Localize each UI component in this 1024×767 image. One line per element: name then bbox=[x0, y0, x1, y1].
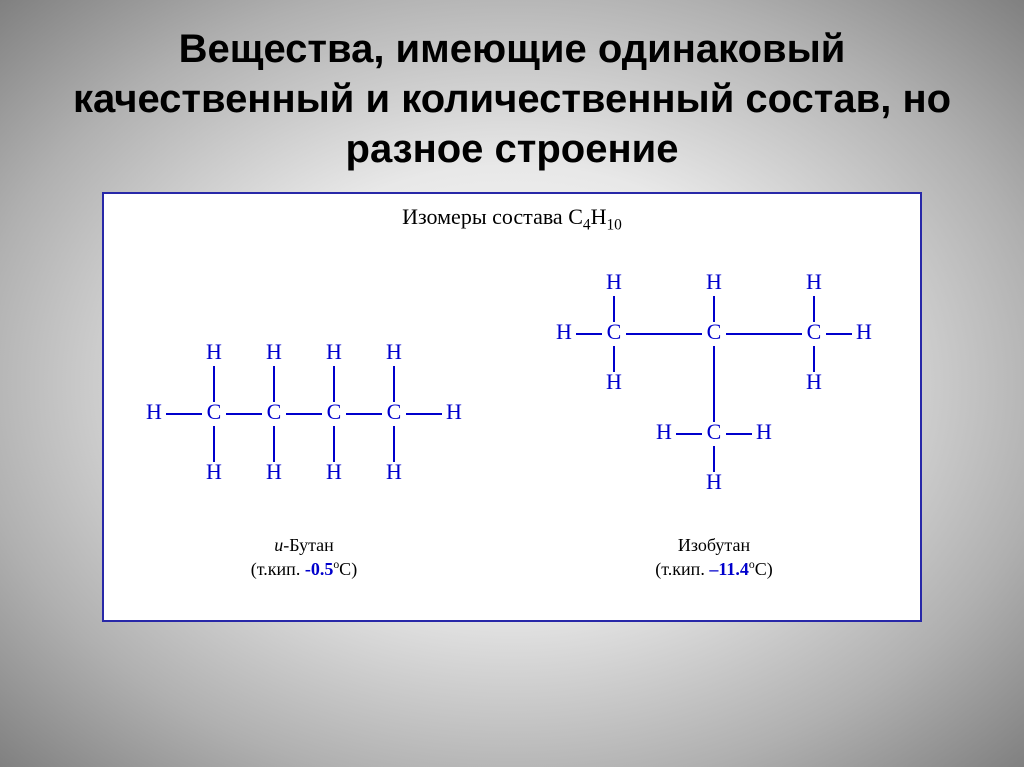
isomer-diagram-box: Изомеры состава C4H10 HHHHHCCCCHHHHH HHH… bbox=[102, 192, 922, 622]
compound-name-right: Изобутан bbox=[678, 535, 750, 555]
atom-H: H bbox=[656, 419, 672, 444]
atom-H: H bbox=[606, 269, 622, 294]
atom-H: H bbox=[266, 459, 282, 484]
atom-H: H bbox=[856, 319, 872, 344]
formula-H: H bbox=[591, 204, 607, 229]
atom-H: H bbox=[706, 469, 722, 494]
bp-open-left: (т.кип. bbox=[251, 559, 305, 579]
atom-C: C bbox=[267, 399, 282, 424]
diagram-formula-title: Изомеры состава C4H10 bbox=[104, 204, 920, 234]
atom-C: C bbox=[387, 399, 402, 424]
atom-H: H bbox=[146, 399, 162, 424]
atom-H: H bbox=[206, 459, 222, 484]
name-prefix: и- bbox=[274, 535, 289, 555]
atom-H: H bbox=[806, 269, 822, 294]
atom-C: C bbox=[207, 399, 222, 424]
structure-isobutane: HHHHCCCHHHHCHH bbox=[514, 254, 914, 514]
atom-H: H bbox=[556, 319, 572, 344]
atom-H: H bbox=[386, 339, 402, 364]
atom-H: H bbox=[206, 339, 222, 364]
atom-C: C bbox=[327, 399, 342, 424]
atom-C: C bbox=[707, 419, 722, 444]
atom-H: H bbox=[706, 269, 722, 294]
structure-n-butane: H H H H H C C C C H H H H H bbox=[124, 314, 484, 514]
compound-name-left: Бутан bbox=[289, 535, 334, 555]
atom-H: H bbox=[606, 369, 622, 394]
atom-H: H bbox=[326, 459, 342, 484]
bp-close-left: ) bbox=[351, 559, 357, 579]
formula-C: C bbox=[568, 204, 583, 229]
atom-C: C bbox=[607, 319, 622, 344]
atom-H: H bbox=[446, 399, 462, 424]
slide-title: Вещества, имеющие одинаковый качественны… bbox=[62, 24, 962, 174]
caption-isobutane: Изобутан (т.кип. –11.4oС) bbox=[564, 534, 864, 582]
atom-C: C bbox=[707, 319, 722, 344]
bp-value-right: –11.4 bbox=[709, 559, 749, 579]
atom-H: H bbox=[326, 339, 342, 364]
atom-H: H bbox=[266, 339, 282, 364]
formula-sub2: 10 bbox=[606, 216, 621, 233]
atom-H: H bbox=[806, 369, 822, 394]
bp-close-right: ) bbox=[767, 559, 773, 579]
atom-C: C bbox=[807, 319, 822, 344]
bp-value-left: -0.5 bbox=[305, 559, 334, 579]
atom-H: H bbox=[756, 419, 772, 444]
atom-H: H bbox=[386, 459, 402, 484]
bp-unit-left: С bbox=[339, 559, 351, 579]
caption-n-butane: и-Бутан (т.кип. -0.5oС) bbox=[154, 534, 454, 582]
bp-open-right: (т.кип. bbox=[655, 559, 709, 579]
bp-unit-right: С bbox=[755, 559, 767, 579]
title-prefix: Изомеры состава bbox=[402, 204, 568, 229]
formula-sub1: 4 bbox=[583, 216, 591, 233]
